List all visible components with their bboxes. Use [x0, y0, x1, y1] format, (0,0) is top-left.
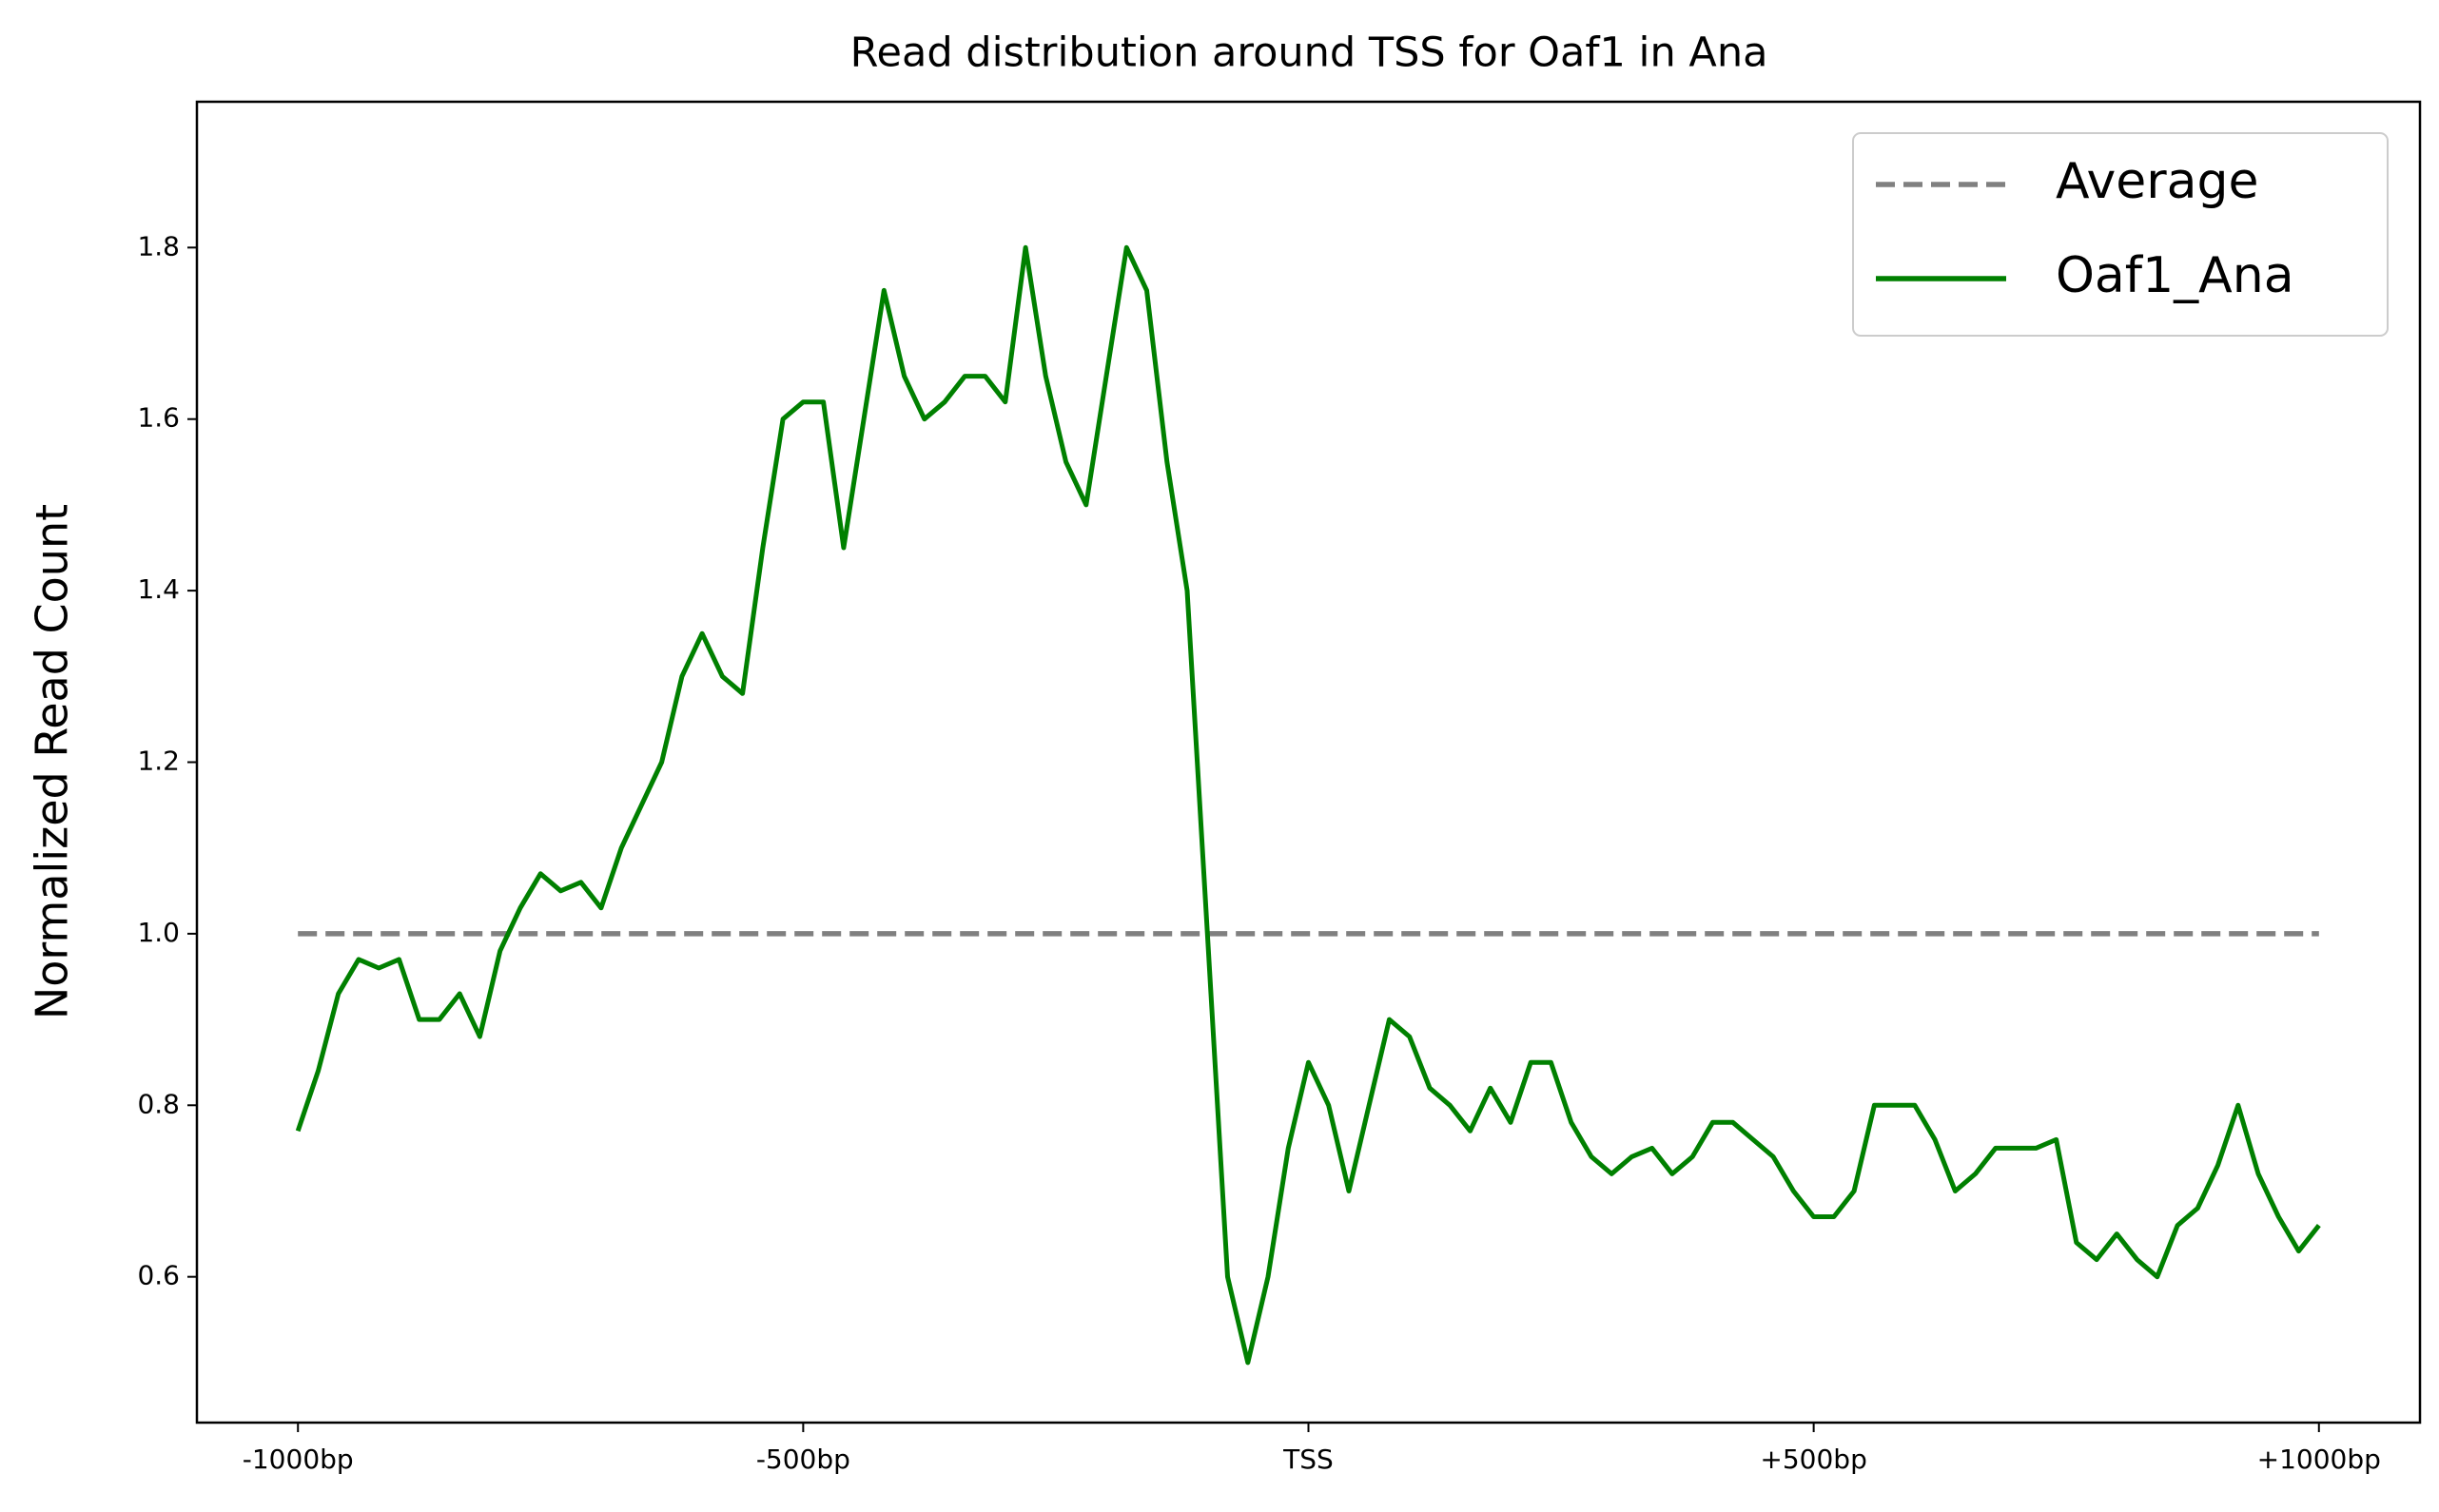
- y-tick-label: 0.8: [137, 1088, 180, 1119]
- x-tick-label: -500bp: [756, 1444, 850, 1475]
- chart-title: Read distribution around TSS for Oaf1 in…: [850, 29, 1768, 77]
- x-tick-label: TSS: [1282, 1444, 1334, 1475]
- y-tick-label: 0.6: [137, 1260, 180, 1291]
- legend-label: Oaf1_Ana: [2056, 247, 2294, 304]
- y-tick-label: 1.0: [137, 917, 180, 948]
- x-tick-label: -1000bp: [243, 1444, 354, 1475]
- x-tick-label: +500bp: [1760, 1444, 1866, 1475]
- series-line: [295, 244, 2321, 1366]
- y-tick-label: 1.2: [137, 746, 180, 777]
- y-tick-label: 1.8: [137, 230, 180, 262]
- axes-frame: [195, 100, 2422, 1425]
- y-tick-label: 1.6: [137, 402, 180, 434]
- x-tick-label: +1000bp: [2257, 1444, 2381, 1475]
- y-axis-label: Normalized Read Count: [27, 504, 78, 1019]
- legend-label: Average: [2056, 153, 2259, 210]
- y-tick-label: 1.4: [137, 573, 180, 605]
